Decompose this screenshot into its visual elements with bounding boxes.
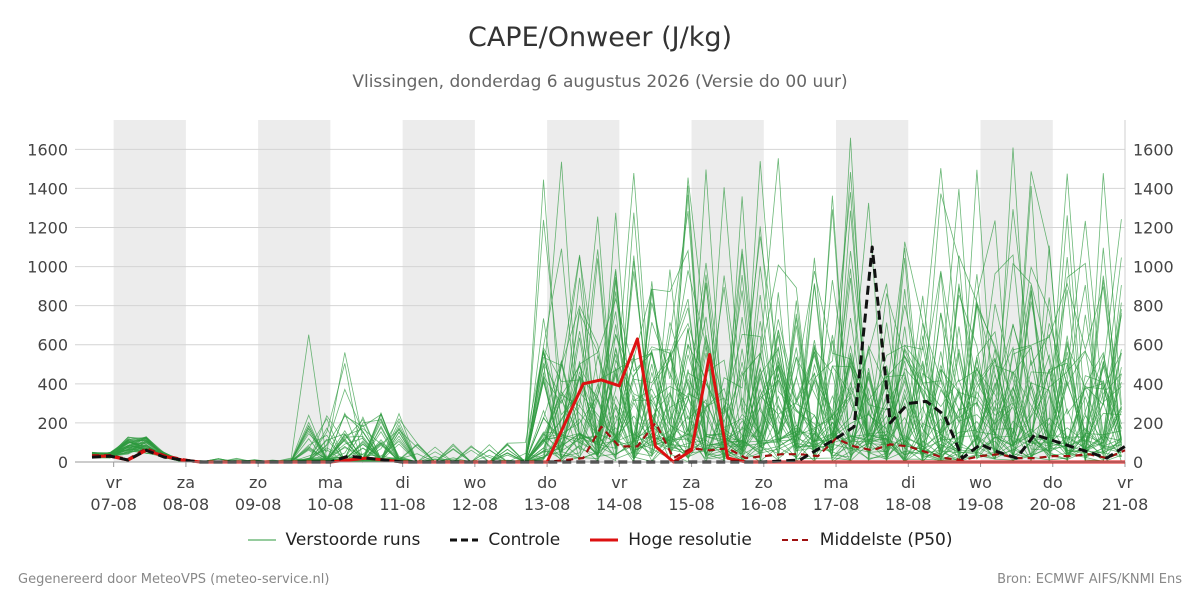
- weekend-band: [113, 120, 186, 462]
- x-tick-date: 20-08: [1030, 495, 1077, 514]
- y-tick-label-left: 600: [37, 336, 68, 355]
- y-tick-label-right: 200: [1133, 414, 1164, 433]
- x-tick-date: 10-08: [307, 495, 354, 514]
- y-tick-label-left: 1200: [27, 218, 68, 237]
- x-tick-date: 12-08: [452, 495, 499, 514]
- x-tick-date: 14-08: [596, 495, 643, 514]
- x-tick-date: 21-08: [1102, 495, 1149, 514]
- y-tick-label-right: 800: [1133, 297, 1164, 316]
- x-tick-date: 09-08: [235, 495, 282, 514]
- x-tick-day: do: [537, 473, 557, 492]
- weekend-band: [258, 120, 331, 462]
- y-tick-label-right: 1000: [1133, 258, 1174, 277]
- legend-swatch-middelste: [781, 539, 810, 541]
- y-tick-label-right: 400: [1133, 375, 1164, 394]
- y-tick-label-left: 400: [37, 375, 68, 394]
- y-tick-label-left: 1000: [27, 258, 68, 277]
- y-tick-label-left: 1400: [27, 179, 68, 198]
- series-line-hoge-resolutie: [92, 337, 1125, 464]
- y-tick-label-right: 1600: [1133, 140, 1174, 159]
- legend-label-hoge-resolutie: Hoge resolutie: [628, 530, 752, 550]
- legend-swatch-hoge-resolutie: [590, 538, 619, 542]
- y-tick-label-left: 800: [37, 297, 68, 316]
- x-tick-day: do: [1043, 473, 1063, 492]
- y-tick-label-left: 1600: [27, 140, 68, 159]
- series-line-controle: [91, 245, 1126, 464]
- legend-item-hoge-resolutie: Hoge resolutie: [590, 530, 752, 550]
- chart-subtitle: Vlissingen, donderdag 6 augustus 2026 (V…: [352, 72, 848, 92]
- x-tick-date: 08-08: [163, 495, 210, 514]
- legend-label-verstoorde-runs: Verstoorde runs: [285, 530, 421, 550]
- x-tick-date: 15-08: [668, 495, 715, 514]
- y-tick-label-left: 200: [37, 414, 68, 433]
- x-tick-day: vr: [1117, 473, 1133, 492]
- x-tick-day: wo: [463, 473, 486, 492]
- legend-item-middelste: Middelste (P50): [781, 530, 953, 550]
- x-tick-day: vr: [611, 473, 627, 492]
- legend-swatch-controle: [450, 538, 479, 542]
- x-tick-day: za: [177, 473, 195, 492]
- x-tick-day: di: [395, 473, 410, 492]
- legend-item-controle: Controle: [450, 530, 560, 550]
- y-tick-label-right: 1200: [1133, 218, 1174, 237]
- legend-label-controle: Controle: [488, 530, 561, 550]
- footer-source: Bron: ECMWF AIFS/KNMI Ens: [997, 572, 1182, 587]
- legend-swatch-verstoorde-runs: [247, 539, 276, 541]
- weekend-band: [402, 120, 475, 462]
- x-tick-date: 16-08: [741, 495, 788, 514]
- x-tick-date: 18-08: [885, 495, 932, 514]
- x-tick-date: 11-08: [379, 495, 426, 514]
- x-tick-day: vr: [106, 473, 122, 492]
- legend-label-middelste: Middelste (P50): [819, 530, 953, 550]
- x-tick-day: za: [682, 473, 700, 492]
- chart-legend: Verstoorde runs Controle Hoge resolutie …: [0, 530, 1200, 550]
- x-tick-date: 13-08: [524, 495, 571, 514]
- legend-item-verstoorde-runs: Verstoorde runs: [247, 530, 421, 550]
- x-tick-day: zo: [249, 473, 267, 492]
- x-tick-day: ma: [823, 473, 848, 492]
- chart-title: CAPE/Onweer (J/kg): [467, 22, 732, 53]
- y-tick-label-left: 0: [58, 453, 68, 472]
- x-tick-date: 07-08: [90, 495, 137, 514]
- x-tick-date: 19-08: [957, 495, 1004, 514]
- x-tick-day: ma: [318, 473, 343, 492]
- x-tick-day: di: [901, 473, 916, 492]
- x-tick-day: wo: [969, 473, 992, 492]
- y-tick-label-right: 600: [1133, 336, 1164, 355]
- y-tick-label-right: 0: [1133, 453, 1143, 472]
- x-tick-day: zo: [755, 473, 773, 492]
- x-tick-date: 17-08: [813, 495, 860, 514]
- y-tick-label-right: 1400: [1133, 179, 1174, 198]
- footer-generated-by: Gegenereerd door MeteoVPS (meteo-service…: [18, 572, 330, 587]
